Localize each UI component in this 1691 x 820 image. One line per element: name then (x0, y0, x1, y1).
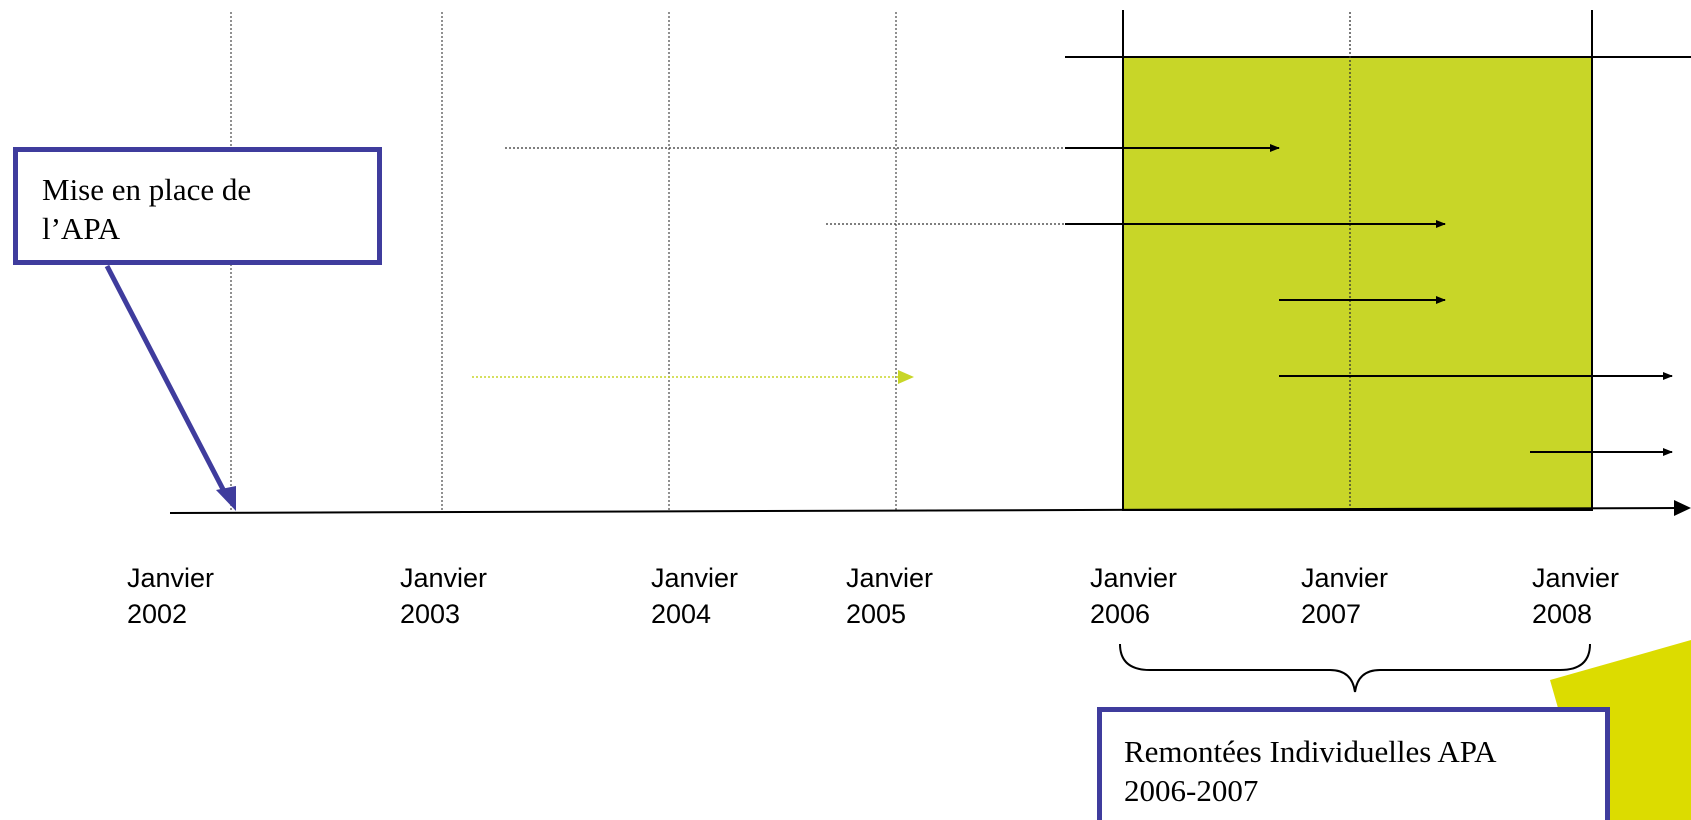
year-label-2007: Janvier 2007 (1301, 560, 1388, 632)
year-label-2004: Janvier 2004 (651, 560, 738, 632)
apa-callout-line2: l’APA (42, 211, 121, 246)
time-axis (169, 507, 1681, 514)
year-label-year: 2003 (400, 599, 461, 629)
year-label-year: 2002 (127, 599, 188, 629)
year-label-2005: Janvier 2005 (846, 560, 933, 632)
apa-callout-line1: Mise en place de (42, 172, 252, 207)
year-label-2008: Janvier 2008 (1532, 560, 1619, 632)
period-highlight-box (1122, 56, 1593, 511)
apa-pointer-line (104, 264, 230, 499)
year-label-month: Janvier (127, 563, 215, 593)
year-label-2002: Janvier 2002 (127, 560, 214, 632)
year-label-month: Janvier (846, 563, 934, 593)
year-label-month: Janvier (400, 563, 488, 593)
time-axis-arrowhead (1674, 500, 1691, 516)
year-label-year: 2004 (651, 599, 712, 629)
year-label-year: 2008 (1532, 599, 1593, 629)
year-label-2003: Janvier 2003 (400, 560, 487, 632)
year-label-month: Janvier (1090, 563, 1178, 593)
year-label-year: 2007 (1301, 599, 1362, 629)
remontees-callout-box: Remontées Individuelles APA 2006-2007 (1097, 707, 1610, 820)
year-label-2006: Janvier 2006 (1090, 560, 1177, 632)
year-label-year: 2005 (846, 599, 907, 629)
arrow-4-light-arrowhead (898, 370, 914, 384)
apa-pointer-arrowhead (216, 486, 236, 511)
year-label-year: 2006 (1090, 599, 1151, 629)
period-brace (1119, 643, 1591, 693)
year-label-month: Janvier (651, 563, 739, 593)
remontees-callout-line2: 2006-2007 (1124, 773, 1259, 808)
apa-callout-box: Mise en place de l’APA (13, 147, 382, 265)
year-label-month: Janvier (1532, 563, 1620, 593)
remontees-callout-line1: Remontées Individuelles APA (1124, 734, 1497, 769)
year-label-month: Janvier (1301, 563, 1389, 593)
